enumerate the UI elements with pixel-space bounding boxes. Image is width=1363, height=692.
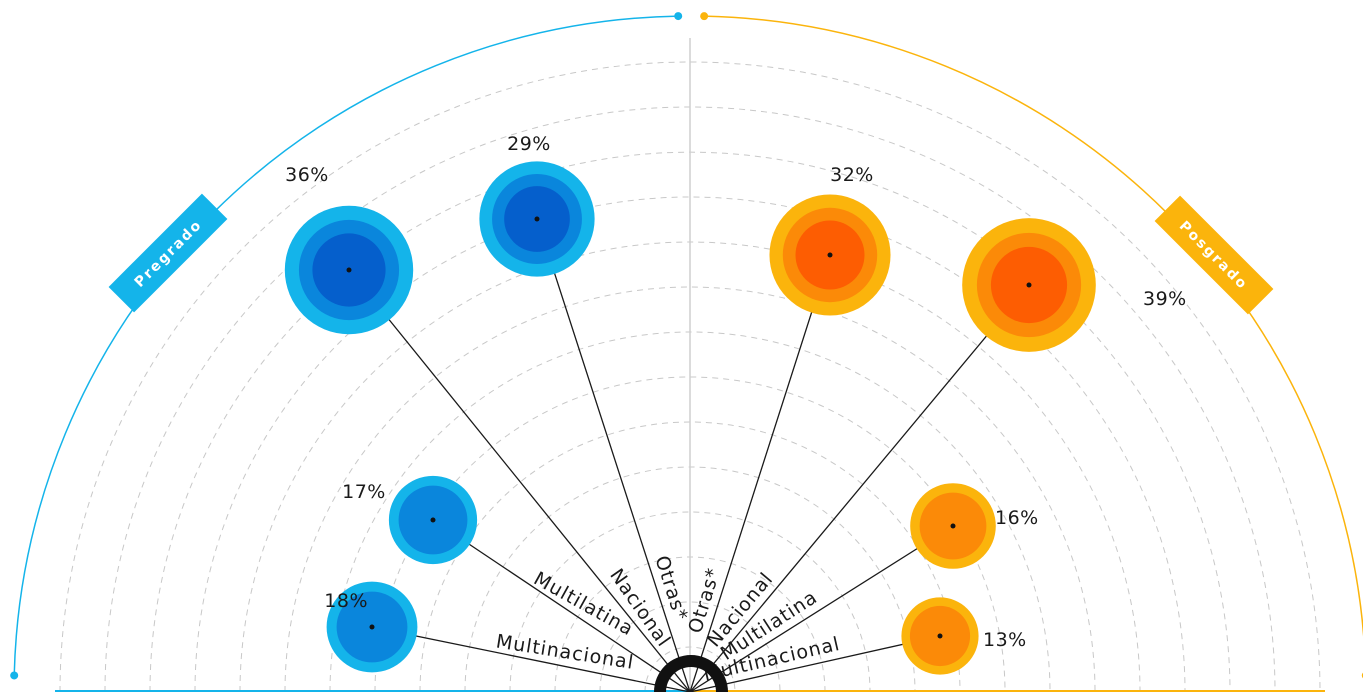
spokes [348,218,1030,692]
spoke [689,254,831,692]
grid-arc [59,61,1321,692]
pregrado-arc-end-dot [674,12,683,21]
bubble-center-dot [950,523,956,529]
bubble-center-dot [1026,282,1032,288]
pregrado-banner-bg [108,193,228,313]
center-hub-ring [654,655,728,692]
spoke-label: Multinacional [494,630,635,674]
value-label: 17% [342,481,386,503]
center-hub [654,655,728,692]
pregrado-arc-start-dot [10,671,19,680]
value-label: 36% [285,164,329,186]
spoke [689,635,941,692]
bubble-center-dot [430,517,436,523]
spoke [536,218,691,692]
posgrado-banner-bg [1154,195,1274,315]
posgrado-arc-end-dot [700,12,709,21]
grid-arc [284,286,1096,692]
bubble-center-dot [369,624,375,630]
grid-arc [509,511,871,692]
spoke [689,525,954,692]
bubble-center-dot [937,633,943,639]
value-label: 39% [1143,288,1187,310]
value-label: 18% [324,590,368,612]
pregrado-banner: Pregrado [108,193,228,313]
bubble-center-dot [534,216,540,222]
bubbles [284,161,1096,675]
bubble-center-dot [827,252,833,258]
grid-arc [194,196,1186,692]
spoke-label-text: Multinacional [494,630,635,674]
value-labels: 18% 17% 36% 29% 32% 39% 16% 13% [285,133,1187,651]
spoke [371,626,691,692]
spoke [348,269,691,692]
value-label: 29% [507,133,551,155]
spoke [432,519,691,692]
spoke [689,284,1030,692]
value-label: 13% [983,629,1027,651]
bubble-center-dot [346,267,352,273]
value-label: 16% [995,507,1039,529]
value-label: 32% [830,164,874,186]
